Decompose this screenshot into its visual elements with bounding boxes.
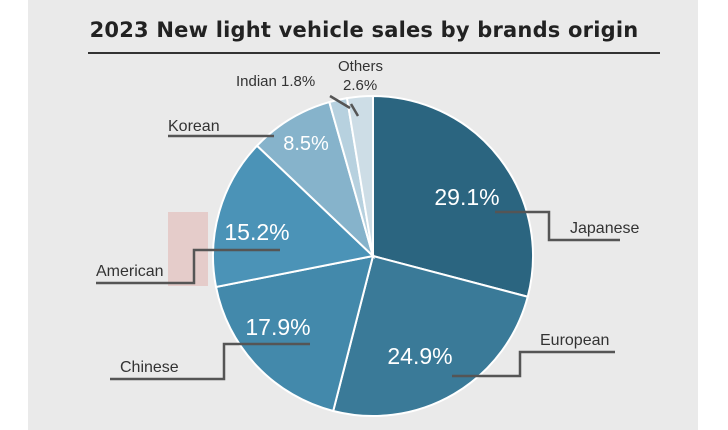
slice-label-chinese: Chinese [120,359,179,376]
leader-line-european [452,350,615,378]
leader-line-japanese [495,210,620,242]
slice-value-korean: 8.5% [283,133,329,155]
slice-value-others: 2.6% [343,77,377,94]
chart-title: 2023 New light vehicle sales by brands o… [89,18,639,42]
pie-slice-japanese [372,94,534,298]
leader-line-others [349,103,360,117]
pie-slice-korean [255,100,375,260]
slice-label-indian: Indian 1.8% [236,73,315,90]
title-underline [88,52,660,54]
pie-slice-chinese [214,254,375,413]
slice-value-chinese: 17.9% [245,314,310,340]
slice-label-korean: Korean [168,118,220,135]
slice-value-american: 15.2% [224,219,289,245]
slice-value-european: 24.9% [387,343,452,369]
slice-value-japanese: 29.1% [434,184,499,210]
leader-line-chinese [110,342,310,381]
slice-label-european: European [540,332,609,349]
slice-label-others: Others [338,58,383,75]
slice-label-japanese: Japanese [570,220,639,237]
pie-slice-american [212,144,376,289]
slice-label-american: American [96,263,164,280]
pie-slice-european [331,254,529,417]
leader-line-american [96,248,280,285]
leader-line-indian [329,94,351,110]
pie-slice-others [345,94,374,257]
